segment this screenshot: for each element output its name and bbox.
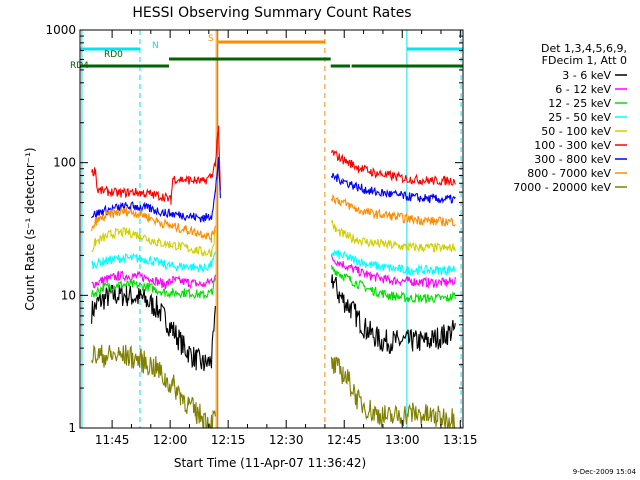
date-stamp: 9-Dec-2009 15:04 (573, 468, 637, 476)
legend: Det 1,3,4,5,6,9,FDecim 1, Att 0 3 - 6 keV… (513, 42, 627, 194)
legend-header: Det 1,3,4,5,6,9, (541, 42, 627, 55)
legend-label: 12 - 25 keV (548, 97, 611, 110)
legend-label: 800 - 7000 keV (527, 167, 611, 180)
legend-header: FDecim 1, Att 0 (542, 54, 627, 67)
x-tick-label: 12:30 (269, 433, 304, 447)
x-tick-label: 11:45 (95, 433, 130, 447)
x-tick-label: 13:15 (443, 433, 478, 447)
series-line (91, 193, 456, 243)
legend-label: 25 - 50 keV (548, 111, 611, 124)
legend-label: 6 - 12 keV (555, 83, 611, 96)
x-tick-label: 12:45 (327, 433, 362, 447)
series-line (91, 157, 456, 223)
flag-label: N (152, 41, 159, 51)
x-tick-label: 13:00 (385, 433, 420, 447)
y-tick-label: 100 (53, 156, 76, 170)
legend-label: 7000 - 20000 keV (513, 181, 611, 194)
y-axis-label: Count Rate (s⁻¹ detector⁻¹) (23, 147, 37, 310)
chart-title: HESSI Observing Summary Count Rates (132, 5, 411, 21)
event-markers (81, 30, 462, 428)
series-lines (91, 125, 456, 430)
y-tick-label: 10 (61, 288, 76, 302)
x-tick-label: 12:00 (153, 433, 188, 447)
legend-label: 300 - 800 keV (534, 153, 611, 166)
legend-label: 50 - 100 keV (541, 125, 611, 138)
series-line (91, 265, 456, 305)
plot-frame (79, 29, 464, 429)
flag-label: RD0 (104, 50, 123, 60)
y-tick-label: 1000 (45, 23, 76, 37)
legend-label: 100 - 300 keV (534, 139, 611, 152)
x-axis-label: Start Time (11-Apr-07 11:36:42) (174, 456, 366, 470)
series-line (91, 220, 456, 258)
series-line (91, 254, 456, 290)
axes: 11:45 12:00 12:15 12:30 12:45 13:00 13:15 1 10 10… (45, 23, 477, 447)
series-line (91, 344, 456, 430)
flag-label: S (208, 34, 214, 44)
legend-label: 3 - 6 keV (562, 69, 611, 82)
series-line (91, 249, 456, 277)
x-tick-label: 12:15 (211, 433, 246, 447)
y-tick-label: 1 (68, 421, 76, 435)
series-line (91, 274, 456, 372)
series-line (91, 125, 456, 205)
